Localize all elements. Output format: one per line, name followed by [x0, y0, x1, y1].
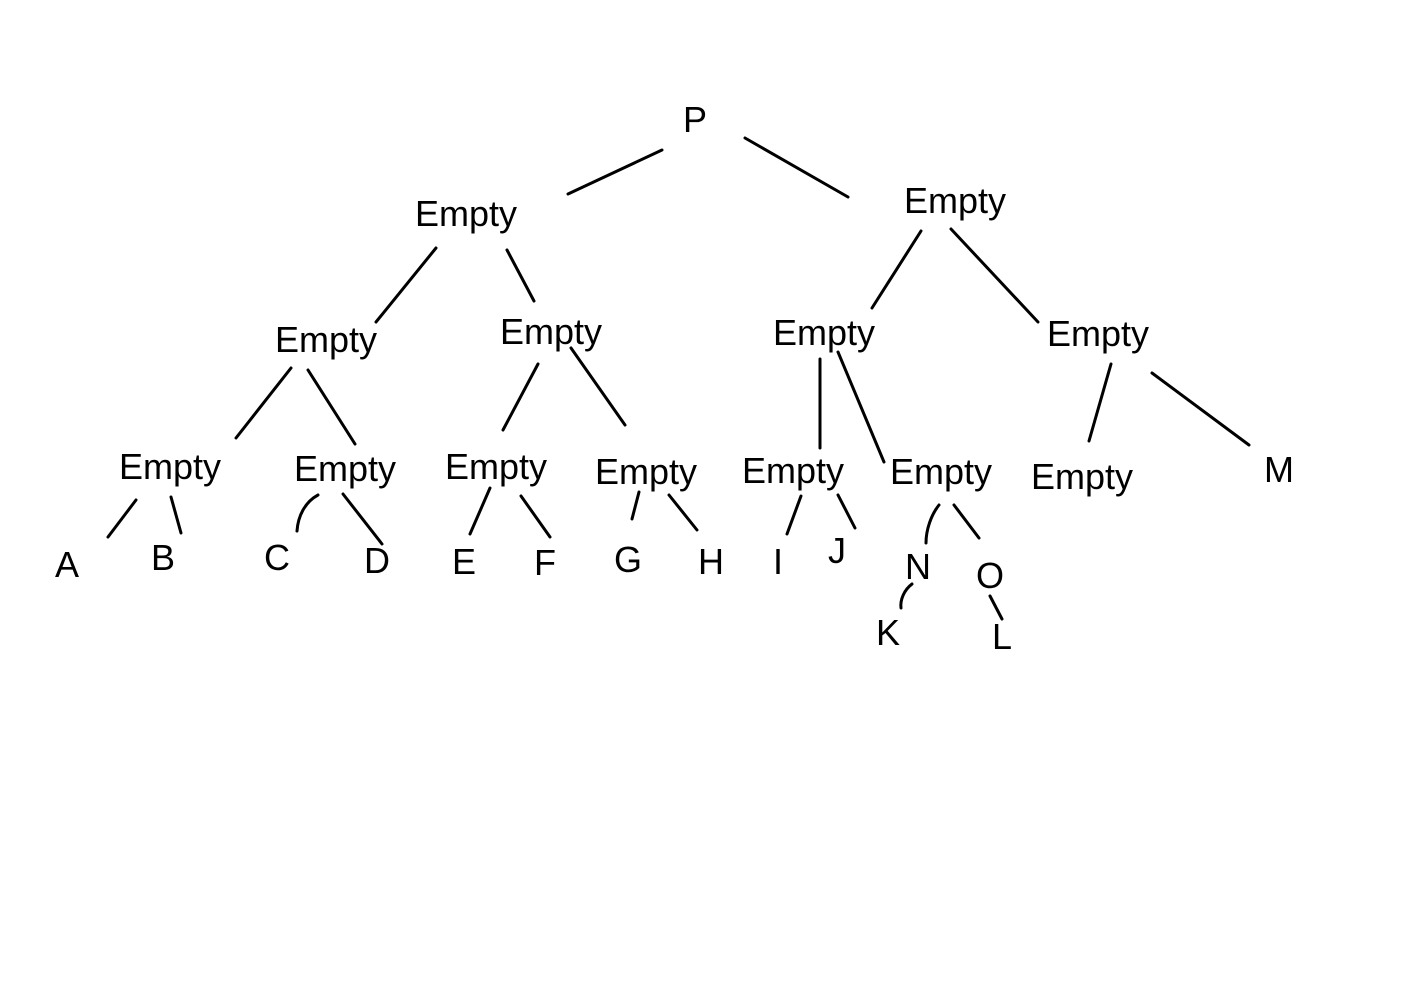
edge-l3e-i — [785, 494, 803, 536]
node-i: I — [772, 541, 784, 582]
node-e: E — [451, 541, 477, 582]
node-l3-f: Empty — [889, 451, 993, 492]
edge-l3c-e — [468, 486, 492, 536]
node-c: C — [264, 537, 290, 578]
node-l1-right: Empty — [903, 180, 1007, 221]
edge-l3b-d — [341, 492, 384, 546]
node-l3-m: M — [1264, 449, 1294, 490]
edge-l2b-l3d — [569, 346, 627, 427]
edge-l2d-l3g — [1087, 362, 1113, 443]
node-l3-a: Empty — [118, 446, 222, 487]
node-l3-g: Empty — [1030, 456, 1134, 497]
node-n: N — [905, 546, 931, 587]
node-l3-d: Empty — [594, 451, 698, 492]
edge-l3d-g — [630, 490, 641, 521]
node-l2-b: Empty — [499, 311, 603, 352]
edge-l3c-f — [519, 494, 552, 539]
node-l1-left: Empty — [414, 193, 518, 234]
node-l2-c: Empty — [772, 312, 876, 353]
edge-l3a-b — [169, 495, 183, 535]
edge-l3f-n — [924, 503, 941, 545]
node-l3-e: Empty — [741, 450, 845, 491]
edge-l3a-a — [106, 498, 138, 539]
edge-p-left — [566, 148, 664, 196]
edge-l2d-m — [1150, 371, 1251, 447]
node-l2-a: Empty — [274, 319, 378, 360]
edge-l3b-c — [295, 493, 320, 533]
edge-l3e-j — [836, 493, 857, 530]
node-g: G — [613, 539, 643, 580]
node-root: P — [682, 99, 708, 140]
edge-l1a-l2b — [505, 248, 536, 303]
edge-n-k — [899, 582, 914, 610]
edge-l2c-l3f — [836, 350, 886, 464]
node-k: K — [875, 612, 901, 653]
node-b: B — [150, 537, 176, 578]
edge-l3d-h — [667, 493, 699, 532]
node-j: J — [828, 530, 846, 571]
edge-l3f-o — [952, 503, 981, 540]
edge-l2a-l3a — [234, 366, 293, 440]
edge-o-l — [988, 594, 1004, 621]
edge-l2b-l3c — [501, 362, 540, 432]
node-l2-d: Empty — [1046, 313, 1150, 354]
node-l: L — [991, 616, 1013, 657]
edge-p-right — [743, 136, 850, 199]
edge-l1a-l2a — [374, 246, 438, 324]
node-o: O — [975, 555, 1005, 596]
edge-l1b-l2c — [870, 229, 923, 310]
node-f: F — [534, 542, 556, 583]
node-d: D — [364, 540, 390, 581]
edge-l2a-l3b — [306, 368, 357, 446]
node-a: A — [54, 544, 80, 585]
node-l3-b: Empty — [293, 448, 397, 489]
edge-l1b-l2d — [949, 227, 1040, 324]
node-h: H — [698, 541, 724, 582]
node-l3-c: Empty — [444, 446, 548, 487]
